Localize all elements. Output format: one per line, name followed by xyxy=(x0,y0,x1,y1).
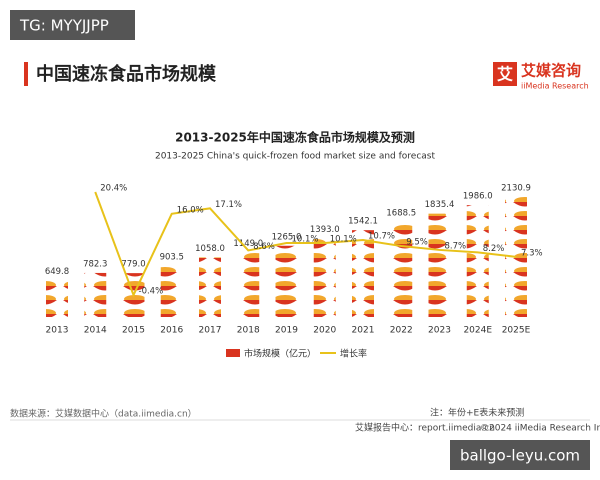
x-tick-label: 2014 xyxy=(84,326,107,336)
logo-box xyxy=(493,62,517,86)
value-label: 2130.9 xyxy=(501,184,531,194)
x-tick-label: 2019 xyxy=(275,326,298,336)
value-label: 782.3 xyxy=(83,259,107,269)
bar xyxy=(428,213,451,317)
x-tick-label: 2016 xyxy=(160,326,183,336)
watermark: TG: MYYJJPP xyxy=(19,17,109,35)
value-label: 1986.0 xyxy=(463,192,493,202)
value-label: 779.0 xyxy=(121,260,145,270)
x-tick-label: 2013 xyxy=(46,326,69,336)
x-tick-label: 2023 xyxy=(428,326,451,336)
value-label: 649.8 xyxy=(45,267,69,277)
bar xyxy=(466,205,489,317)
value-label: -0.4% xyxy=(139,287,164,297)
value-label: 1393.0 xyxy=(310,225,340,235)
legend-label: 市场规模（亿元） xyxy=(244,348,316,360)
x-tick-label: 2025E xyxy=(502,326,531,336)
value-label: 1058.0 xyxy=(195,244,225,254)
watermark: ballgo-leyu.com xyxy=(460,447,580,465)
bar xyxy=(275,245,298,317)
chart-title: 2013-2025年中国速冻食品市场规模及预测 xyxy=(175,130,415,145)
bar xyxy=(352,230,374,317)
legend-swatch xyxy=(226,349,240,357)
bar xyxy=(199,257,221,317)
value-label: 8.6% xyxy=(253,242,275,252)
value-label: 8.7% xyxy=(445,241,467,251)
value-label: 1688.5 xyxy=(386,208,416,218)
logo-char: 艾 xyxy=(497,65,513,84)
value-label: 10.7% xyxy=(368,232,395,242)
x-tick-label: 2015 xyxy=(122,326,145,336)
x-tick-label: 2018 xyxy=(237,326,260,336)
value-label: 1542.1 xyxy=(348,217,378,227)
watermark-box xyxy=(10,10,135,40)
legend-label: 增长率 xyxy=(340,348,367,360)
x-tick-label: 2021 xyxy=(352,326,375,336)
value-label: 1265.0 xyxy=(272,232,302,242)
note: 注：年份+E表未来预测 xyxy=(430,407,524,419)
value-label: 20.4% xyxy=(100,184,127,194)
source: 数据来源：艾媒数据中心（data.iimedia.cn） xyxy=(10,408,197,420)
title-accent xyxy=(24,62,28,86)
chart-subtitle: 2013-2025 China's quick-frozen food mark… xyxy=(155,152,436,162)
value-label: 16.0% xyxy=(177,205,204,215)
bar xyxy=(46,280,68,317)
bar xyxy=(160,266,183,317)
x-tick-label: 2020 xyxy=(313,326,336,336)
logo-cn: 艾媒咨询 xyxy=(521,62,581,80)
footer-left: 艾媒报告中心：report.iimedia.cn xyxy=(355,422,495,434)
footer-right: ©2024 iiMedia Research Inc xyxy=(480,424,600,434)
value-label: 7.3% xyxy=(521,248,543,258)
logo-en: iiMedia Research xyxy=(521,82,589,91)
value-label: 10.1% xyxy=(292,235,319,245)
x-tick-label: 2017 xyxy=(199,326,222,336)
value-label: 1835.4 xyxy=(425,200,455,210)
x-tick-label: 2024E xyxy=(463,326,492,336)
bar xyxy=(84,272,107,317)
value-label: 17.1% xyxy=(215,200,242,210)
value-label: 903.5 xyxy=(160,253,184,263)
page-title: 中国速冻食品市场规模 xyxy=(36,63,217,85)
value-label: 8.2% xyxy=(483,244,505,254)
bar xyxy=(313,238,336,317)
value-label: 10.1% xyxy=(330,235,357,245)
x-tick-label: 2022 xyxy=(390,326,413,336)
watermark-box xyxy=(450,440,590,470)
bar xyxy=(505,197,527,317)
growth-line xyxy=(94,191,517,298)
value-label: 1149.0 xyxy=(233,239,263,249)
bar xyxy=(237,252,260,317)
value-label: 9.5% xyxy=(406,237,428,247)
